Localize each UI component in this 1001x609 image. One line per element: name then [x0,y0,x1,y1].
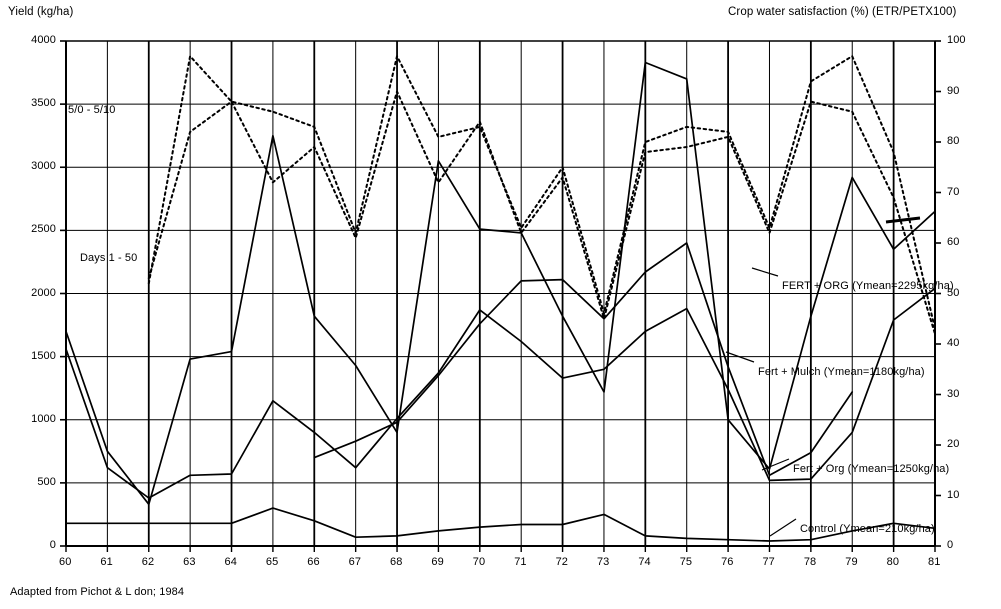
series-line-3 [65,507,936,542]
y-tick-2500: 2500 [31,223,56,236]
y-tick-3500: 3500 [31,97,56,110]
source-caption: Adapted from Pichot & L don; 1984 [10,586,185,598]
series-line-5 [147,90,936,335]
y2-tick-40: 40 [947,337,960,349]
x-tick-69: 69 [431,556,444,568]
y2-tick-90: 90 [947,84,960,97]
y-tick-1000: 1000 [31,412,56,425]
x-tick-65: 65 [265,556,279,568]
y-tick-0: 0 [49,539,56,551]
right-axis-title: Crop water satisfaction (%) (ETR/PETX100… [728,6,957,18]
y2-tick-100: 100 [947,34,966,46]
series-line-2 [313,242,854,477]
y2-tick-60: 60 [947,236,960,248]
x-tick-62: 62 [141,556,155,568]
fert-org-label: Fert + Org (Ymean=1250kg/ha) [793,463,950,475]
y2-tick-30: 30 [947,387,960,400]
fert-mulch-label: Fert + Mulch (Ymean=1180kg/ha) [758,366,925,378]
y-tick-500: 500 [37,475,56,488]
x-tick-72: 72 [555,556,568,568]
series-line-4 [147,55,936,330]
x-tick-76: 76 [721,556,734,568]
x-tick-79: 79 [845,556,858,568]
y2-tick-0: 0 [947,539,954,551]
x-tick-70: 70 [472,556,486,568]
x-tick-71: 71 [514,556,527,568]
planting-window: 5/0 - 5/10 [68,104,116,116]
left-axis-title: Yield (kg/ha) [8,6,74,18]
series-line-1 [65,287,936,499]
x-tick-78: 78 [803,556,817,568]
x-tick-63: 63 [183,556,196,568]
x-tick-73: 73 [596,556,610,568]
y2-tick-70: 70 [947,185,960,198]
days-range: Days 1 - 50 [80,252,138,264]
y2-tick-80: 80 [947,135,960,147]
control-label: Control (Ymean=210kg/ha) [800,523,935,535]
x-tick-67: 67 [348,556,362,568]
fert-org-caps-label: FERT + ORG (Ymean=2295kg/ha) [782,280,954,292]
x-tick-80: 80 [886,556,900,568]
x-tick-66: 66 [307,556,320,568]
x-tick-68: 68 [390,556,403,568]
y2-tick-20: 20 [947,438,960,450]
y2-tick-10: 10 [947,488,960,501]
x-tick-64: 64 [224,556,237,568]
x-tick-75: 75 [679,556,693,568]
y-tick-2000: 2000 [31,286,56,299]
x-tick-81: 81 [928,556,941,568]
y-tick-3000: 3000 [31,160,56,173]
x-tick-61: 61 [100,556,113,568]
x-tick-60: 60 [59,556,72,568]
x-tick-74: 74 [638,556,651,568]
y-tick-1500: 1500 [31,349,56,362]
x-tick-77: 77 [762,556,775,568]
y2-tick-50: 50 [947,286,960,299]
series-line-0 [65,61,936,506]
y-tick-4000: 4000 [31,34,56,46]
